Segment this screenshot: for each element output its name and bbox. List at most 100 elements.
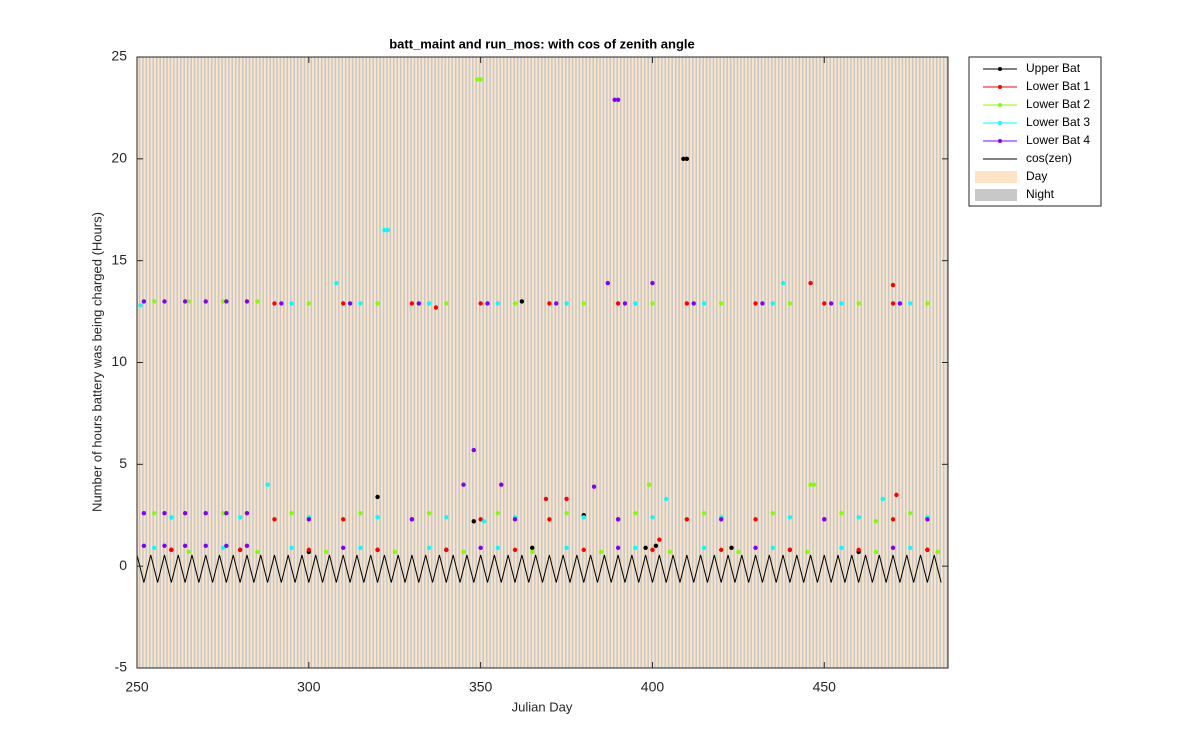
night-band bbox=[850, 57, 852, 668]
night-band bbox=[774, 57, 777, 668]
night-band bbox=[406, 57, 409, 668]
night-band bbox=[678, 57, 680, 668]
data-point bbox=[605, 280, 610, 286]
night-band bbox=[874, 57, 876, 668]
day-band bbox=[374, 57, 376, 668]
day-band bbox=[219, 57, 222, 668]
night-band bbox=[908, 57, 911, 668]
data-point bbox=[151, 299, 157, 304]
day-band bbox=[879, 57, 881, 668]
day-band bbox=[380, 57, 383, 668]
night-band bbox=[327, 57, 330, 668]
night-band bbox=[698, 57, 701, 668]
data-point bbox=[839, 301, 844, 306]
day-band bbox=[676, 57, 679, 668]
night-band bbox=[647, 57, 650, 668]
day-band bbox=[171, 57, 174, 668]
data-point bbox=[244, 543, 250, 548]
night-band bbox=[623, 57, 625, 668]
data-point bbox=[471, 519, 476, 524]
data-point bbox=[591, 484, 597, 489]
day-band bbox=[281, 57, 284, 668]
night-band bbox=[413, 57, 416, 668]
data-point bbox=[653, 543, 659, 548]
data-point bbox=[701, 511, 707, 516]
day-band bbox=[528, 57, 531, 668]
day-band bbox=[408, 57, 411, 668]
day-band bbox=[838, 57, 840, 668]
night-band bbox=[142, 57, 144, 668]
day-band bbox=[315, 57, 318, 668]
data-point bbox=[162, 511, 167, 516]
night-band bbox=[324, 57, 327, 668]
night-band bbox=[671, 57, 674, 668]
night-band bbox=[179, 57, 182, 668]
legend-patch bbox=[975, 189, 1017, 201]
night-band bbox=[592, 57, 595, 668]
data-point bbox=[925, 547, 930, 553]
legend-marker bbox=[998, 103, 1002, 107]
night-band bbox=[520, 57, 522, 668]
night-band bbox=[516, 57, 519, 668]
night-band bbox=[815, 57, 818, 668]
data-point bbox=[255, 549, 260, 555]
data-point bbox=[564, 301, 569, 306]
night-band bbox=[932, 57, 935, 668]
day-band bbox=[686, 57, 689, 668]
data-point bbox=[770, 511, 775, 516]
day-band bbox=[893, 57, 895, 668]
day-band bbox=[439, 57, 442, 668]
data-point bbox=[770, 301, 775, 306]
night-band bbox=[894, 57, 897, 668]
data-point bbox=[856, 515, 861, 520]
night-band bbox=[499, 57, 502, 668]
night-band bbox=[709, 57, 711, 668]
night-band bbox=[640, 57, 643, 668]
night-band bbox=[386, 57, 388, 668]
day-band bbox=[755, 57, 758, 668]
day-band bbox=[700, 57, 703, 668]
data-point bbox=[141, 543, 147, 548]
data-point bbox=[529, 545, 535, 551]
night-band bbox=[595, 57, 598, 668]
data-point bbox=[203, 543, 208, 548]
night-band bbox=[764, 57, 766, 668]
night-band bbox=[258, 57, 261, 668]
day-band bbox=[728, 57, 730, 668]
night-band bbox=[551, 57, 553, 668]
day-band bbox=[174, 57, 177, 668]
day-band bbox=[886, 57, 888, 668]
data-point bbox=[925, 301, 930, 306]
data-point bbox=[237, 515, 243, 520]
day-band bbox=[370, 57, 373, 668]
data-point bbox=[358, 545, 363, 551]
data-point bbox=[780, 280, 786, 286]
night-band bbox=[733, 57, 735, 668]
data-point bbox=[890, 545, 896, 551]
data-point bbox=[138, 303, 143, 308]
day-band bbox=[542, 57, 545, 668]
night-band bbox=[533, 57, 536, 668]
day-band bbox=[202, 57, 205, 668]
y-tick-label: 20 bbox=[111, 150, 127, 166]
night-band bbox=[544, 57, 546, 668]
day-band bbox=[274, 57, 277, 668]
legend-label: Day bbox=[1026, 169, 1047, 183]
night-band bbox=[300, 57, 302, 668]
day-band bbox=[360, 57, 363, 668]
data-point bbox=[426, 545, 432, 551]
day-band bbox=[611, 57, 613, 668]
data-point bbox=[646, 482, 652, 487]
day-band bbox=[277, 57, 280, 668]
day-band bbox=[460, 57, 462, 668]
data-point bbox=[347, 301, 353, 306]
day-band bbox=[834, 57, 837, 668]
data-point bbox=[718, 547, 724, 553]
day-band bbox=[425, 57, 428, 668]
data-point bbox=[340, 517, 346, 522]
night-band bbox=[664, 57, 667, 668]
night-band bbox=[475, 57, 478, 668]
y-tick-label: 0 bbox=[119, 557, 127, 573]
day-band bbox=[532, 57, 534, 668]
night-band bbox=[423, 57, 426, 668]
